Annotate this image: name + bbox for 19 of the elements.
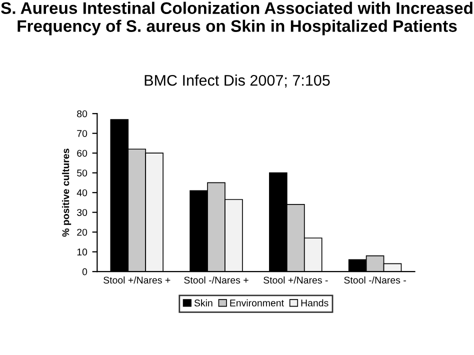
x-tick-label: Stool +/Nares - bbox=[264, 276, 328, 284]
chart-subtitle: BMC Infect Dis 2007; 7:105 bbox=[144, 74, 330, 88]
legend-label: Environment bbox=[230, 299, 284, 306]
y-tick-label: 0 bbox=[82, 268, 88, 276]
y-tick-label: 30 bbox=[77, 209, 88, 216]
chart-title: S. Aureus Intestinal Colonization Associated with Increased Frequency of S. aureus on Skin in Hospitalized Patients bbox=[1, 2, 472, 36]
x-tick-label: Stool -/Nares + bbox=[184, 276, 248, 284]
y-tick-label: 10 bbox=[77, 248, 88, 256]
legend-label: Skin bbox=[194, 299, 212, 306]
y-tick-label: 80 bbox=[77, 110, 88, 118]
y-tick-label: 70 bbox=[77, 130, 88, 137]
y-tick-label: 40 bbox=[76, 189, 88, 196]
x-tick-label: Stool +/Nares + bbox=[104, 276, 170, 284]
x-tick-label: Stool -/Nares - bbox=[344, 276, 406, 284]
legend-label: Hands bbox=[301, 299, 328, 306]
y-tick-label: 20 bbox=[77, 228, 88, 236]
y-axis-title: % positive cultures bbox=[62, 148, 72, 237]
y-tick-label: 50 bbox=[77, 170, 88, 176]
y-tick-label: 60 bbox=[77, 150, 88, 157]
